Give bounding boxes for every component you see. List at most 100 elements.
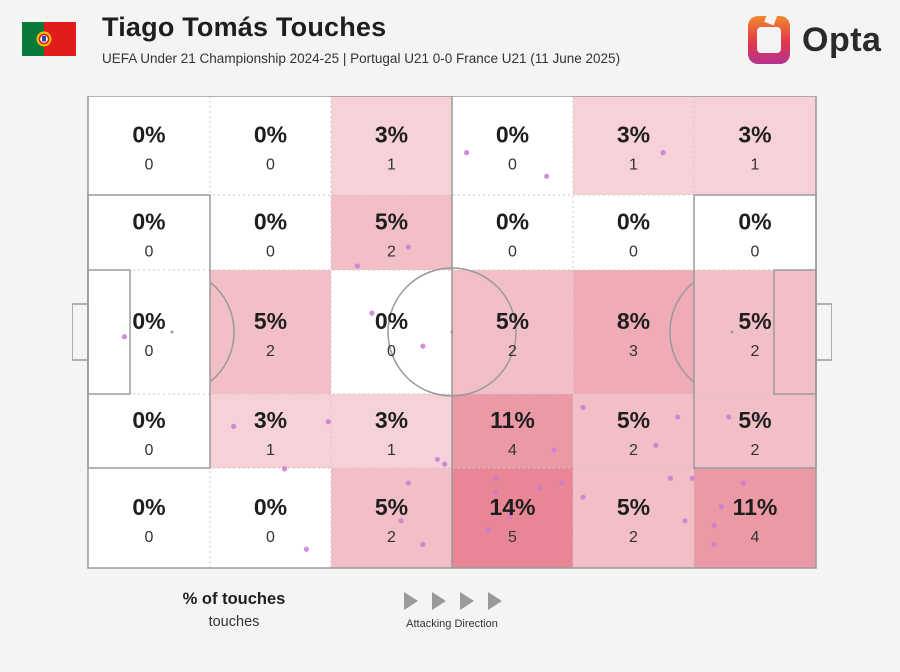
heatmap-cell	[694, 270, 816, 394]
cell-percent-label: 0%	[132, 209, 165, 235]
touch-dot	[485, 527, 491, 533]
touch-dot	[718, 504, 724, 510]
touch-dot	[231, 423, 237, 429]
heatmap-cell	[331, 394, 452, 468]
cell-count-label: 0	[629, 244, 638, 261]
cell-percent-label: 0%	[132, 407, 165, 433]
cell-percent-label: 0%	[496, 209, 529, 235]
cell-percent-label: 5%	[375, 494, 408, 520]
left-penalty-spot	[170, 330, 174, 334]
touch-dot	[398, 518, 404, 524]
heatmap-cell	[694, 394, 816, 468]
right-goal	[815, 303, 832, 361]
cell-count-label: 3	[629, 343, 638, 360]
heatmap-cell	[452, 468, 573, 568]
cell-count-label: 2	[629, 442, 638, 459]
touch-dot	[536, 485, 542, 491]
play-arrow-icon	[488, 592, 502, 610]
cell-count-label: 0	[145, 343, 154, 360]
centre-spot	[450, 330, 454, 334]
cell-percent-label: 5%	[617, 494, 650, 520]
cell-percent-label: 0%	[375, 308, 408, 334]
legend-title: % of touches	[182, 590, 286, 608]
heatmap-cell	[331, 468, 452, 568]
touch-dot	[434, 456, 441, 463]
cell-count-label: 0	[145, 157, 154, 174]
touch-dot	[507, 513, 513, 519]
touch-dot	[755, 414, 761, 420]
heatmap-cell	[88, 96, 210, 195]
cell-count-label: 2	[387, 529, 396, 546]
touch-dot	[711, 541, 717, 547]
touch-dot	[689, 475, 695, 481]
cell-count-label: 1	[629, 157, 638, 174]
heatmap-cell	[573, 468, 694, 568]
opta-logo-text: Opta	[802, 20, 882, 59]
touch-dot	[463, 150, 470, 156]
cell-percent-label: 11%	[490, 407, 535, 433]
chart-subtitle: UEFA Under 21 Championship 2024-25 | Por…	[102, 51, 621, 66]
touch-dot	[580, 494, 586, 500]
cell-count-label: 0	[751, 244, 760, 261]
cell-percent-label: 0%	[254, 122, 287, 148]
play-arrow-icon	[404, 592, 418, 610]
cell-count-label: 4	[508, 442, 517, 459]
heatmap-cell	[88, 394, 210, 468]
centre-circle	[387, 267, 517, 397]
left-goal	[72, 303, 89, 361]
touch-dot	[667, 475, 674, 481]
cell-percent-label: 11%	[733, 494, 778, 520]
left-penalty-arc	[209, 281, 235, 383]
touch-dot	[303, 546, 309, 552]
touch-dot	[354, 263, 360, 269]
touch-dot	[420, 541, 426, 547]
cell-percent-label: 0%	[132, 122, 165, 148]
touch-heatmap: 0% 0 0% 0 3% 1 0% 0 3% 1 3% 1 0% 0 0% 0 5% 2 0% 0 0% 0 0% 0 0% 0 5…	[72, 96, 832, 569]
cell-count-label: 2	[751, 442, 760, 459]
heatmap-cells	[88, 96, 816, 568]
cell-percent-label: 5%	[375, 209, 408, 235]
touch-dot	[580, 404, 586, 411]
cell-count-label: 2	[387, 244, 396, 261]
play-arrow-icon	[432, 592, 446, 610]
cell-count-label: 0	[508, 244, 517, 261]
cell-count-label: 0	[145, 442, 154, 459]
heatmap-cell	[210, 195, 331, 270]
touch-dot	[442, 461, 448, 467]
portugal-flag	[22, 22, 76, 56]
touch-dot	[493, 489, 499, 496]
heatmap-cell	[573, 394, 694, 468]
touch-dot	[551, 447, 557, 453]
right-penalty-spot	[730, 330, 734, 334]
cell-count-label: 2	[629, 529, 638, 546]
cell-percent-label: 0%	[254, 209, 287, 235]
heatmap-cell	[452, 96, 573, 195]
touch-dot	[420, 343, 426, 349]
cell-percent-label: 5%	[254, 308, 287, 334]
attacking-direction-arrows	[404, 592, 502, 610]
chart-title: Tiago Tomás Touches	[102, 12, 387, 42]
touch-dot	[405, 480, 411, 486]
cell-percent-label: 0%	[132, 308, 165, 334]
touch-dot	[726, 414, 732, 420]
cell-percent-label: 8%	[617, 308, 650, 334]
cell-count-label: 1	[266, 442, 275, 459]
heatmap-cell	[210, 270, 331, 394]
cell-count-label: 0	[266, 244, 275, 261]
cell-count-label: 0	[266, 529, 275, 546]
heatmap-cell	[210, 394, 331, 468]
cell-percent-label: 3%	[375, 407, 408, 433]
attacking-direction-label: Attacking Direction	[406, 618, 498, 630]
cell-percent-label: 0%	[254, 494, 287, 520]
heatmap-cell	[694, 195, 816, 270]
touch-dot	[281, 466, 288, 472]
heatmap-cell	[573, 96, 694, 195]
cell-percent-label: 0%	[496, 122, 529, 148]
heatmap-cell	[331, 96, 452, 195]
opta-logo: Opta	[744, 12, 881, 68]
heatmap-cell	[88, 468, 210, 568]
pitch-markings	[72, 96, 832, 569]
cell-percent-label: 5%	[738, 407, 771, 433]
heatmap-cell	[210, 468, 331, 568]
cell-count-label: 1	[387, 442, 396, 459]
